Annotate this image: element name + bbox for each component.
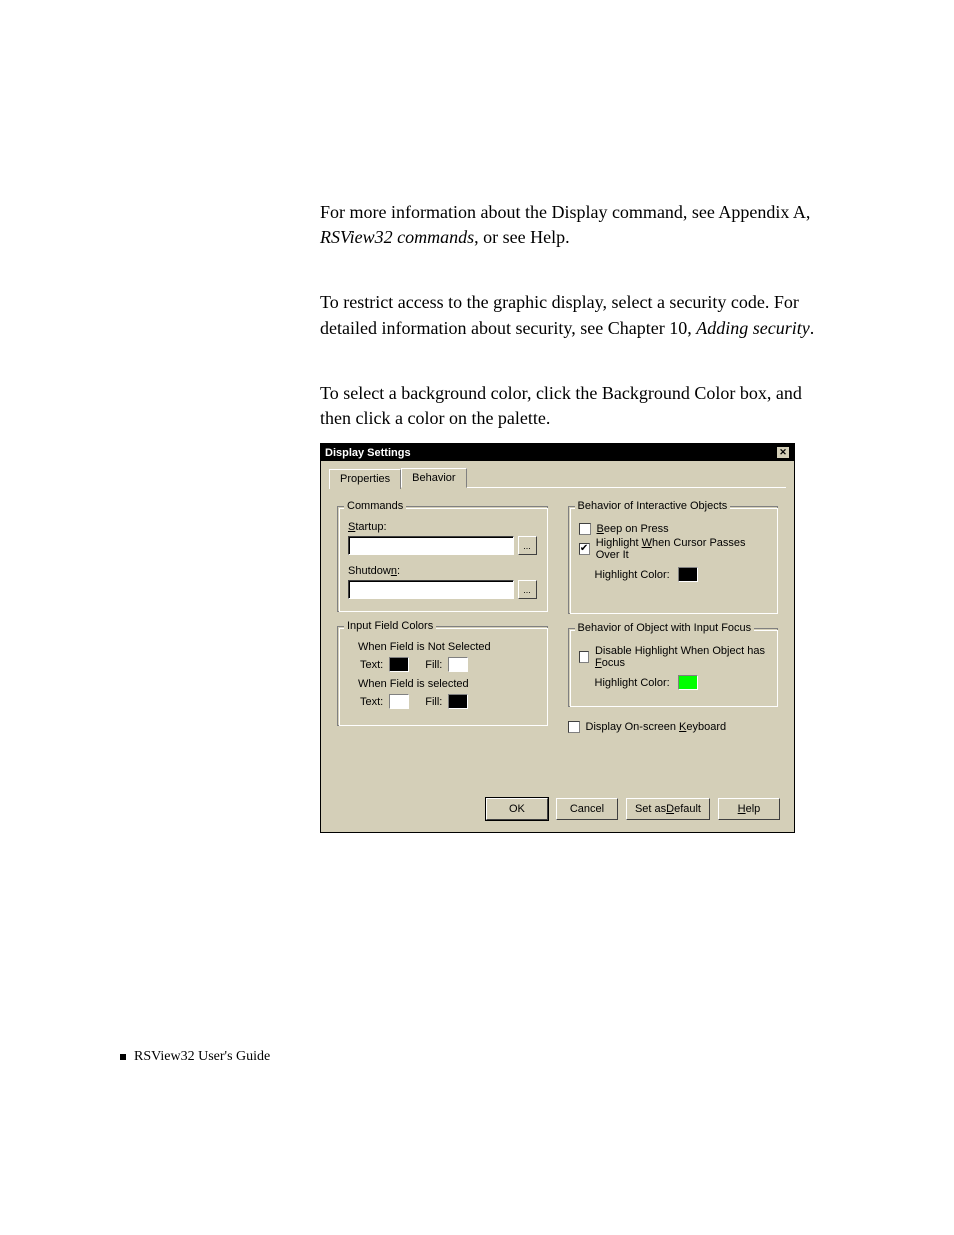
highlight-checkbox[interactable]: ✔	[579, 543, 590, 555]
ns-text-swatch[interactable]	[389, 657, 409, 672]
set-default-button[interactable]: Set as Default	[626, 798, 710, 820]
page-footer: RSView32 User's Guide	[120, 1049, 270, 1065]
beep-row[interactable]: Beep on Press	[579, 523, 768, 535]
startup-input[interactable]	[348, 536, 514, 555]
not-selected-label: When Field is Not Selected	[358, 641, 537, 653]
ok-button[interactable]: OK	[486, 798, 548, 820]
text: .	[810, 318, 815, 338]
text: For more information about the Display c…	[320, 202, 810, 222]
interactive-highlight-swatch[interactable]	[678, 567, 698, 582]
s-fill-swatch[interactable]	[448, 694, 468, 709]
group-legend: Commands	[344, 500, 406, 512]
text-italic: Adding security	[696, 318, 809, 338]
paragraph-display-command: For more information about the Display c…	[320, 200, 834, 250]
titlebar: Display Settings ✕	[321, 444, 794, 461]
shutdown-input[interactable]	[348, 580, 514, 599]
left-column: Commands Startup: ... Shutdown: ... Inpu…	[337, 506, 548, 740]
disable-highlight-checkbox[interactable]	[579, 651, 589, 663]
startup-browse-button[interactable]: ...	[518, 536, 537, 555]
paragraph-security: To restrict access to the graphic displa…	[320, 290, 834, 340]
group-legend: Input Field Colors	[344, 620, 436, 632]
group-focus-behavior: Behavior of Object with Input Focus Disa…	[568, 628, 779, 707]
text-label: Text:	[360, 659, 383, 671]
group-commands: Commands Startup: ... Shutdown: ...	[337, 506, 548, 612]
display-settings-dialog: Display Settings ✕ Properties Behavior C…	[320, 443, 795, 833]
help-button[interactable]: Help	[718, 798, 780, 820]
beep-checkbox[interactable]	[579, 523, 591, 535]
highlight-color-label: Highlight Color:	[595, 569, 670, 581]
selected-label: When Field is selected	[358, 678, 537, 690]
s-text-swatch[interactable]	[389, 694, 409, 709]
close-icon[interactable]: ✕	[776, 446, 790, 459]
text-label: Text:	[360, 696, 383, 708]
button-bar: OK Cancel Set as Default Help	[321, 790, 794, 832]
group-legend: Behavior of Object with Input Focus	[575, 622, 755, 634]
group-interactive-behavior: Behavior of Interactive Objects Beep on …	[568, 506, 779, 614]
cancel-button[interactable]: Cancel	[556, 798, 618, 820]
group-legend: Behavior of Interactive Objects	[575, 500, 731, 512]
ns-fill-swatch[interactable]	[448, 657, 468, 672]
fill-label: Fill:	[425, 659, 442, 671]
osk-checkbox[interactable]	[568, 721, 580, 733]
group-input-field-colors: Input Field Colors When Field is Not Sel…	[337, 626, 548, 726]
fill-label: Fill:	[425, 696, 442, 708]
focus-highlight-swatch[interactable]	[678, 675, 698, 690]
right-column: Behavior of Interactive Objects Beep on …	[568, 506, 779, 740]
focus-highlight-color-label: Highlight Color:	[595, 677, 670, 689]
disable-highlight-row[interactable]: Disable Highlight When Object has Focus	[579, 645, 768, 669]
highlight-row[interactable]: ✔ Highlight When Cursor Passes Over It	[579, 537, 768, 561]
text: To select a background color, click the …	[320, 383, 802, 428]
paragraph-bgcolor: To select a background color, click the …	[320, 381, 834, 431]
dialog-title: Display Settings	[325, 447, 411, 459]
tab-properties[interactable]: Properties	[329, 469, 401, 489]
osk-row[interactable]: Display On-screen Keyboard	[568, 721, 779, 733]
footer-text: RSView32 User's Guide	[134, 1049, 270, 1065]
shutdown-label: Shutdown:	[348, 565, 537, 577]
text-italic: RSView32 commands	[320, 227, 474, 247]
tab-panel-behavior: Commands Startup: ... Shutdown: ... Inpu…	[329, 487, 786, 790]
tab-strip: Properties Behavior	[321, 461, 794, 487]
shutdown-browse-button[interactable]: ...	[518, 580, 537, 599]
startup-label: Startup:	[348, 521, 537, 533]
bullet-icon	[120, 1054, 126, 1060]
tab-behavior[interactable]: Behavior	[401, 468, 466, 488]
text: , or see Help.	[474, 227, 569, 247]
